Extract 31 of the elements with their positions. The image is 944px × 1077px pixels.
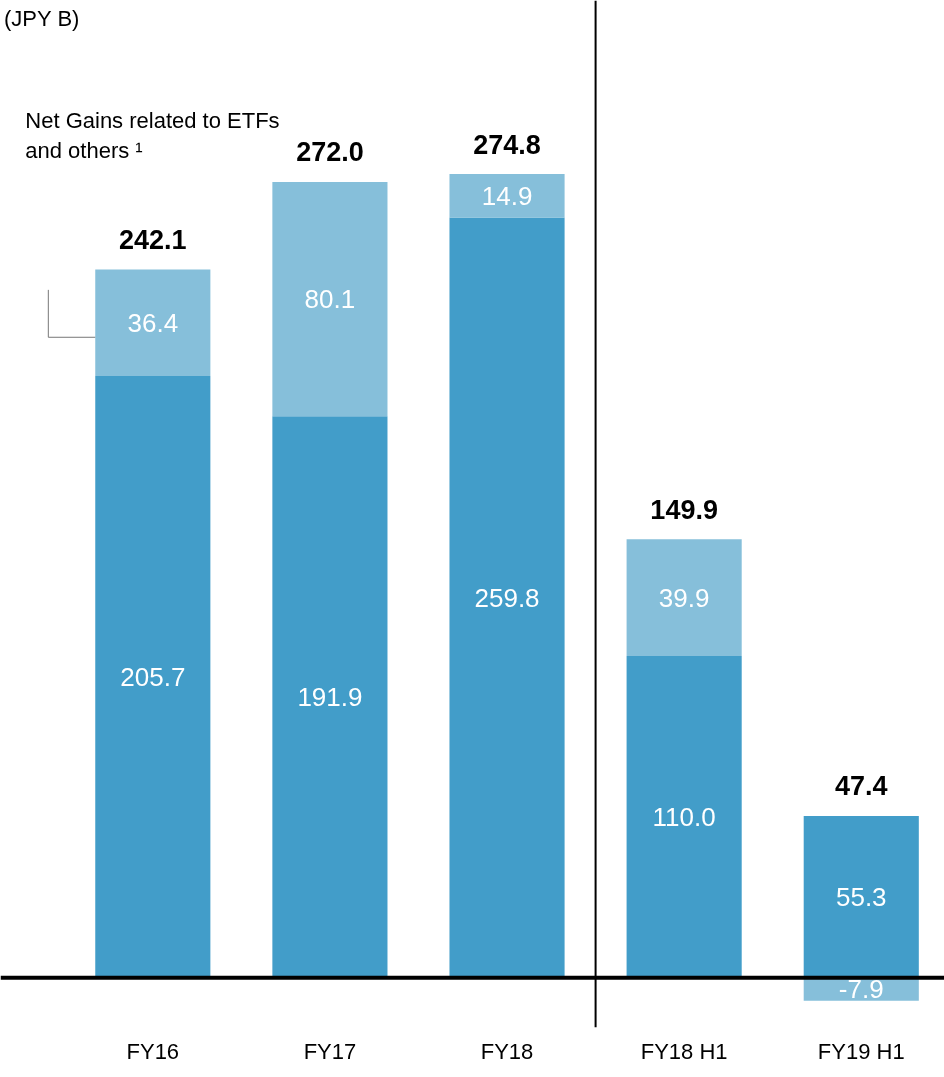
bar <box>272 181 388 417</box>
x-tick-label: FY17 <box>303 1038 357 1064</box>
bar <box>626 655 742 978</box>
total-label: 242.1 <box>119 224 187 255</box>
total-label: 149.9 <box>650 494 718 525</box>
series-label: Net Gains related to ETFs and others ¹ <box>25 108 280 164</box>
x-tick-label: FY16 <box>126 1038 180 1064</box>
x-tick-label: FY18 <box>480 1038 534 1064</box>
data-label: 39.9 <box>658 582 710 613</box>
data-label: 80.1 <box>304 284 356 315</box>
data-label: 191.9 <box>297 682 363 713</box>
x-tick-label: FY19 H1 <box>817 1038 905 1064</box>
bar <box>449 174 565 218</box>
bar <box>803 815 919 978</box>
bar <box>95 269 211 376</box>
data-label: -7.9 <box>838 974 884 1005</box>
bar <box>95 375 211 978</box>
total-label: 274.8 <box>473 129 541 160</box>
data-label: 55.3 <box>835 881 887 912</box>
data-label: 36.4 <box>127 307 179 338</box>
total-label: 272.0 <box>296 137 364 168</box>
bar <box>626 539 742 656</box>
text: (JPY B) <box>4 6 80 32</box>
data-label: 259.8 <box>474 582 540 613</box>
total-label: 47.4 <box>834 771 888 802</box>
data-label: 205.7 <box>120 661 186 692</box>
data-label: 110.0 <box>652 801 716 832</box>
x-tick-label: FY18 H1 <box>640 1038 728 1064</box>
data-label: 14.9 <box>481 180 533 211</box>
bar <box>272 416 388 978</box>
bar <box>449 217 565 978</box>
